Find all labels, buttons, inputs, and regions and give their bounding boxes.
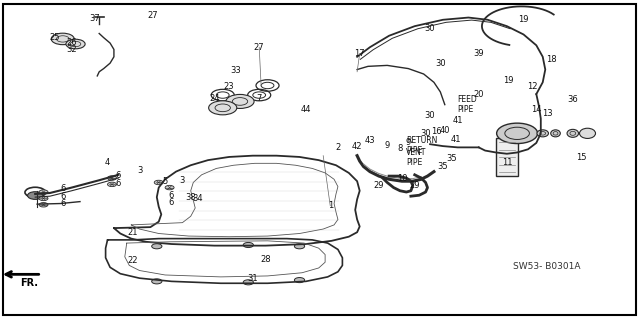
Text: RETURN
PIPE: RETURN PIPE <box>406 136 438 155</box>
Text: 11: 11 <box>502 158 512 167</box>
Text: 9: 9 <box>385 141 390 150</box>
Text: 6: 6 <box>60 192 65 201</box>
Text: 18: 18 <box>547 56 557 64</box>
Text: 30: 30 <box>425 24 435 33</box>
Text: 9: 9 <box>406 138 411 147</box>
Circle shape <box>294 278 305 283</box>
Text: 30: 30 <box>435 59 445 68</box>
Text: 36: 36 <box>568 95 578 104</box>
Text: 34: 34 <box>192 194 202 203</box>
Text: 17: 17 <box>355 49 365 58</box>
Text: 15: 15 <box>576 153 586 162</box>
Circle shape <box>154 180 163 185</box>
Circle shape <box>152 279 162 284</box>
Text: 13: 13 <box>542 109 552 118</box>
Circle shape <box>243 280 253 285</box>
Text: 38: 38 <box>186 193 196 202</box>
Circle shape <box>39 203 48 207</box>
Text: 4: 4 <box>105 158 110 167</box>
Text: 2: 2 <box>335 143 340 152</box>
Circle shape <box>497 123 538 144</box>
Circle shape <box>39 190 48 194</box>
Circle shape <box>209 101 237 115</box>
Text: 3: 3 <box>137 166 142 175</box>
Circle shape <box>66 39 85 49</box>
Text: 43: 43 <box>365 137 375 145</box>
Text: 19: 19 <box>518 15 529 24</box>
Text: 6: 6 <box>116 171 121 180</box>
Text: 41: 41 <box>451 135 461 144</box>
Text: 28: 28 <box>260 255 271 263</box>
Text: 6: 6 <box>169 191 174 200</box>
Text: SW53- B0301A: SW53- B0301A <box>513 262 581 271</box>
Text: 5: 5 <box>163 177 168 186</box>
Text: 21: 21 <box>128 228 138 237</box>
Circle shape <box>28 192 43 199</box>
Text: 41: 41 <box>452 116 463 125</box>
Text: 29: 29 <box>410 181 420 190</box>
Text: 35: 35 <box>438 162 448 171</box>
Text: FEED
PIPE: FEED PIPE <box>458 95 477 114</box>
Circle shape <box>294 244 305 249</box>
Text: 20: 20 <box>474 90 484 99</box>
Text: 30: 30 <box>425 111 435 120</box>
Text: 27: 27 <box>254 43 264 52</box>
Text: 22: 22 <box>128 256 138 265</box>
Text: 37: 37 <box>90 14 100 23</box>
Text: 16: 16 <box>431 127 442 136</box>
Circle shape <box>152 244 162 249</box>
Circle shape <box>108 176 116 180</box>
Text: 8: 8 <box>397 144 403 153</box>
Text: 29: 29 <box>374 181 384 190</box>
Text: 44: 44 <box>301 105 311 114</box>
Text: 42: 42 <box>352 142 362 151</box>
FancyBboxPatch shape <box>496 138 518 176</box>
Text: 31: 31 <box>248 274 258 283</box>
Text: 33: 33 <box>230 66 241 75</box>
Text: 39: 39 <box>474 49 484 58</box>
Text: 26: 26 <box>67 38 77 47</box>
Text: 10: 10 <box>397 174 407 182</box>
Text: 25: 25 <box>49 33 60 42</box>
Ellipse shape <box>537 130 548 137</box>
Text: 19: 19 <box>504 76 514 85</box>
Ellipse shape <box>580 128 595 138</box>
Circle shape <box>51 33 74 45</box>
Text: FR.: FR. <box>20 278 38 288</box>
Text: 1: 1 <box>328 201 333 210</box>
Text: 12: 12 <box>527 82 538 91</box>
Text: 6: 6 <box>169 198 174 207</box>
Text: 35: 35 <box>446 154 456 163</box>
Ellipse shape <box>550 130 561 137</box>
Text: 24: 24 <box>209 94 220 103</box>
Text: 6: 6 <box>116 179 121 188</box>
Text: 32: 32 <box>67 45 77 54</box>
Circle shape <box>226 94 254 108</box>
Circle shape <box>165 185 174 190</box>
Text: 27: 27 <box>147 11 157 20</box>
Text: VENT
PIPE: VENT PIPE <box>406 148 427 167</box>
Text: 23: 23 <box>224 82 234 91</box>
Text: 6: 6 <box>60 184 65 193</box>
Text: 7: 7 <box>257 94 262 103</box>
Text: 6: 6 <box>60 199 65 208</box>
Text: 14: 14 <box>531 105 541 114</box>
Ellipse shape <box>567 130 579 137</box>
Circle shape <box>243 242 253 248</box>
Text: 40: 40 <box>440 126 450 135</box>
Text: 3: 3 <box>180 176 185 185</box>
Circle shape <box>39 196 48 201</box>
Text: 30: 30 <box>420 129 431 138</box>
Circle shape <box>108 182 116 187</box>
